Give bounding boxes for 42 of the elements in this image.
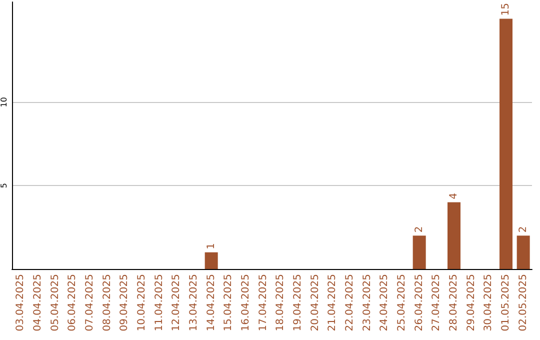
x-tick-label: 17.04.2025 — [258, 274, 269, 332]
x-tick-label: 12.04.2025 — [171, 274, 182, 332]
x-tick-label: 05.04.2025 — [50, 274, 61, 332]
x-tick-label: 16.04.2025 — [240, 274, 252, 332]
x-tick-label: 30.04.2025 — [483, 274, 494, 332]
x-tick-label: 29.04.2025 — [466, 274, 477, 332]
bar — [412, 236, 426, 269]
x-tick-label: 26.04.2025 — [414, 274, 425, 332]
x-tick-label: 24.04.2025 — [379, 274, 390, 332]
x-tick-label: 21.04.2025 — [327, 274, 338, 332]
x-tick-label: 27.04.2025 — [431, 274, 442, 332]
data-label: 2 — [518, 226, 529, 233]
x-tick-label: 11.04.2025 — [154, 274, 165, 332]
x-tick-label: 22.04.2025 — [344, 274, 356, 332]
x-tick-label: 23.04.2025 — [362, 274, 373, 332]
bar — [500, 18, 512, 269]
x-tick-label: 14.04.2025 — [206, 274, 217, 332]
x-tick-label: 19.04.2025 — [292, 274, 304, 332]
x-tick-label: 25.04.2025 — [396, 274, 408, 332]
y-tick-label: 10 — [0, 97, 8, 108]
x-tick-label: 04.04.2025 — [32, 274, 44, 332]
x-tick-label: 03.04.2025 — [15, 274, 26, 332]
x-tick-label: 02.05.2025 — [518, 274, 529, 332]
bar — [516, 236, 530, 269]
x-tick-label: 08.04.2025 — [102, 274, 113, 332]
bar — [204, 252, 218, 269]
x-tick-label: 13.04.2025 — [188, 274, 200, 332]
x-tick-label: 18.04.2025 — [275, 274, 286, 332]
x-tick-label: 01.05.2025 — [500, 274, 512, 332]
data-label: 4 — [448, 192, 460, 200]
x-tick-label: 10.04.2025 — [136, 274, 148, 332]
x-tick-label: 20.04.2025 — [310, 274, 321, 332]
data-label: 2 — [414, 226, 425, 233]
x-tick-label: 07.04.2025 — [84, 274, 96, 332]
y-tick-label: 5 — [0, 183, 8, 188]
data-label: 1 — [206, 242, 217, 250]
bar — [448, 202, 460, 269]
x-tick-label: 15.04.2025 — [223, 274, 234, 332]
data-label: 15 — [500, 2, 512, 16]
x-tick-label: 09.04.2025 — [119, 274, 130, 332]
x-tick-label: 28.04.2025 — [448, 274, 460, 332]
x-tick-label: 06.04.2025 — [67, 274, 78, 332]
